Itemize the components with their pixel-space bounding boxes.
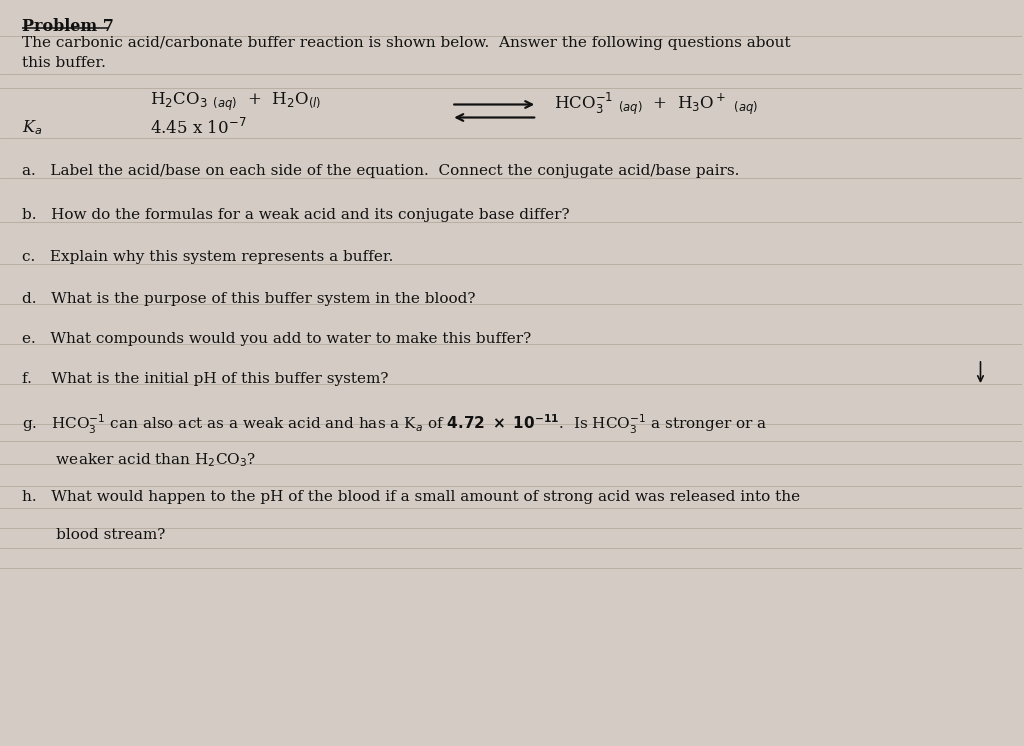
Text: b.   How do the formulas for a weak acid and its conjugate base differ?: b. How do the formulas for a weak acid a… bbox=[22, 208, 569, 222]
Text: weaker acid than H$_2$CO$_3$?: weaker acid than H$_2$CO$_3$? bbox=[22, 451, 256, 468]
Text: 4.45 x 10$^{-7}$: 4.45 x 10$^{-7}$ bbox=[150, 118, 247, 138]
Text: h.   What would happen to the pH of the blood if a small amount of strong acid w: h. What would happen to the pH of the bl… bbox=[22, 490, 800, 504]
Text: f.    What is the initial pH of this buffer system?: f. What is the initial pH of this buffer… bbox=[22, 372, 388, 386]
Text: blood stream?: blood stream? bbox=[22, 528, 165, 542]
Text: K$_a$: K$_a$ bbox=[22, 118, 42, 137]
Text: Problem 7: Problem 7 bbox=[22, 18, 114, 35]
Text: g.   HCO$_3^{-1}$ can also act as a weak acid and has a K$_a$ of $\mathbf{4.72\ : g. HCO$_3^{-1}$ can also act as a weak a… bbox=[22, 413, 768, 436]
Text: HCO$_3^{-1}$ $_{(aq)}$  +  H$_3$O$^+$ $_{(aq)}$: HCO$_3^{-1}$ $_{(aq)}$ + H$_3$O$^+$ $_{(… bbox=[554, 91, 759, 117]
Text: e.   What compounds would you add to water to make this buffer?: e. What compounds would you add to water… bbox=[22, 332, 531, 346]
Text: H$_2$CO$_3$ $_{(aq)}$  +  H$_2$O$_{(l)}$: H$_2$CO$_3$ $_{(aq)}$ + H$_2$O$_{(l)}$ bbox=[150, 91, 322, 113]
Text: d.   What is the purpose of this buffer system in the blood?: d. What is the purpose of this buffer sy… bbox=[22, 292, 475, 306]
Text: this buffer.: this buffer. bbox=[22, 56, 105, 70]
Text: c.   Explain why this system represents a buffer.: c. Explain why this system represents a … bbox=[22, 250, 393, 264]
Text: The carbonic acid/carbonate buffer reaction is shown below.  Answer the followin: The carbonic acid/carbonate buffer react… bbox=[22, 36, 791, 50]
Text: a.   Label the acid/base on each side of the equation.  Connect the conjugate ac: a. Label the acid/base on each side of t… bbox=[22, 164, 739, 178]
